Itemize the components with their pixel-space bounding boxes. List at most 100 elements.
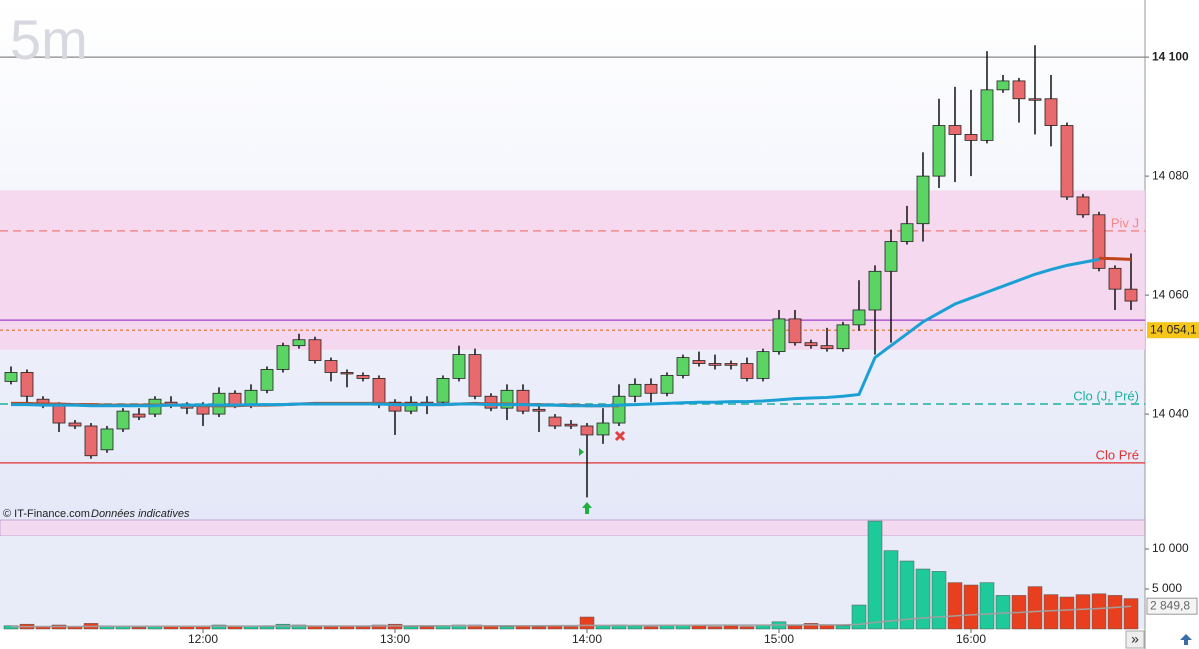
volume-bar <box>259 626 275 630</box>
volume-bar <box>227 626 243 630</box>
candle-body <box>116 410 130 430</box>
volume-bar <box>803 623 819 630</box>
volume-bar <box>211 624 227 630</box>
candle-body <box>644 383 658 394</box>
candle-body <box>452 354 466 379</box>
candle-body <box>340 372 354 375</box>
candle-body <box>596 422 610 436</box>
candle-body <box>820 345 834 350</box>
interval-label: 5m <box>10 8 88 71</box>
candle-body <box>980 89 994 141</box>
candle-body <box>100 428 114 451</box>
candle-body <box>356 375 370 379</box>
x-tick-label: 15:00 <box>764 632 794 646</box>
source: © IT-Finance.com <box>3 508 90 520</box>
candle-body <box>68 422 82 427</box>
candle-body <box>916 175 930 225</box>
candle-body <box>388 401 402 412</box>
volume-bar <box>563 626 579 630</box>
pivot-band <box>0 190 1145 350</box>
candle-body <box>996 80 1010 91</box>
volume-bar <box>467 624 483 630</box>
volume-bar <box>787 625 803 630</box>
candle-body <box>692 360 706 364</box>
candle-body <box>532 408 546 412</box>
candle-body <box>756 351 770 379</box>
level-label: Piv J <box>1111 215 1139 230</box>
candle-body <box>404 401 418 412</box>
volume-bar <box>835 625 851 630</box>
candle-body <box>1076 196 1090 216</box>
volume-ma-tag <box>1146 597 1198 615</box>
candle-body <box>324 360 338 373</box>
volume-bar <box>947 582 963 630</box>
volume-bar <box>419 626 435 630</box>
volume-bar <box>1075 594 1091 630</box>
candle-body <box>276 345 290 370</box>
candle-body <box>484 395 498 409</box>
candle-body <box>964 134 978 141</box>
last-price-label: 14 054,1 <box>1150 322 1197 336</box>
volume-bar <box>595 625 611 630</box>
volume-bar <box>531 626 547 630</box>
volume-ma-label: 2 849,8 <box>1150 598 1190 612</box>
y-tick-label: 14 080 <box>1152 168 1189 182</box>
candle-body <box>436 377 450 403</box>
volume-bar <box>707 626 723 630</box>
y2-tick-label: 5 000 <box>1152 581 1182 595</box>
candle-body <box>308 339 322 361</box>
candle-body <box>868 270 882 311</box>
candle-body <box>788 318 802 344</box>
candle-body <box>548 416 562 427</box>
candle-body <box>628 383 642 397</box>
y-tick-label: 14 040 <box>1152 406 1189 420</box>
candle-body <box>708 363 722 366</box>
candle-body <box>260 369 274 391</box>
candle-body <box>1060 125 1074 198</box>
volume-bar <box>915 568 931 630</box>
scroll-button[interactable] <box>1125 630 1145 649</box>
buy-arrow <box>582 502 592 514</box>
candle-body <box>292 339 306 347</box>
volume-bar <box>1027 586 1043 630</box>
candle-body <box>244 389 258 406</box>
volume-bar <box>1059 596 1075 630</box>
candle-body <box>804 342 818 347</box>
candle-body <box>516 389 530 412</box>
level-label: Clo (J, Pré) <box>1073 388 1139 403</box>
scroll-label[interactable]: » <box>1131 631 1139 647</box>
candle-body <box>612 395 626 424</box>
volume-bar <box>627 625 643 630</box>
volume-bar <box>883 550 899 630</box>
volume-bar <box>643 626 659 630</box>
volume-ma <box>11 605 1132 628</box>
volume-bar <box>371 624 387 630</box>
volume-bar <box>131 627 147 630</box>
volume-bar <box>1123 598 1139 630</box>
candle-body <box>932 125 946 177</box>
candle-body <box>132 413 146 418</box>
candle-body <box>468 354 482 397</box>
candle-body <box>4 372 18 382</box>
candle-body <box>1124 288 1138 302</box>
candle-body <box>564 423 578 427</box>
volume-bar <box>579 616 595 630</box>
volume-bar <box>867 520 883 630</box>
y-tick-label: 14 060 <box>1152 287 1189 301</box>
candle-body <box>1012 80 1026 100</box>
export-icon[interactable] <box>1180 634 1192 645</box>
volume-bar <box>963 584 979 630</box>
volume-bar <box>739 626 755 630</box>
volume-bar <box>1043 594 1059 630</box>
candle-body <box>1108 267 1122 290</box>
exit-marker <box>614 430 626 442</box>
x-tick-label: 14:00 <box>572 632 602 646</box>
candle-body <box>836 324 850 350</box>
signal-marker <box>579 448 584 456</box>
candle-body <box>228 392 242 406</box>
candle-body <box>580 425 594 436</box>
volume-bar <box>931 571 947 630</box>
volume-bar <box>851 604 867 630</box>
volume-bar <box>723 625 739 630</box>
volume-bar <box>3 625 19 630</box>
